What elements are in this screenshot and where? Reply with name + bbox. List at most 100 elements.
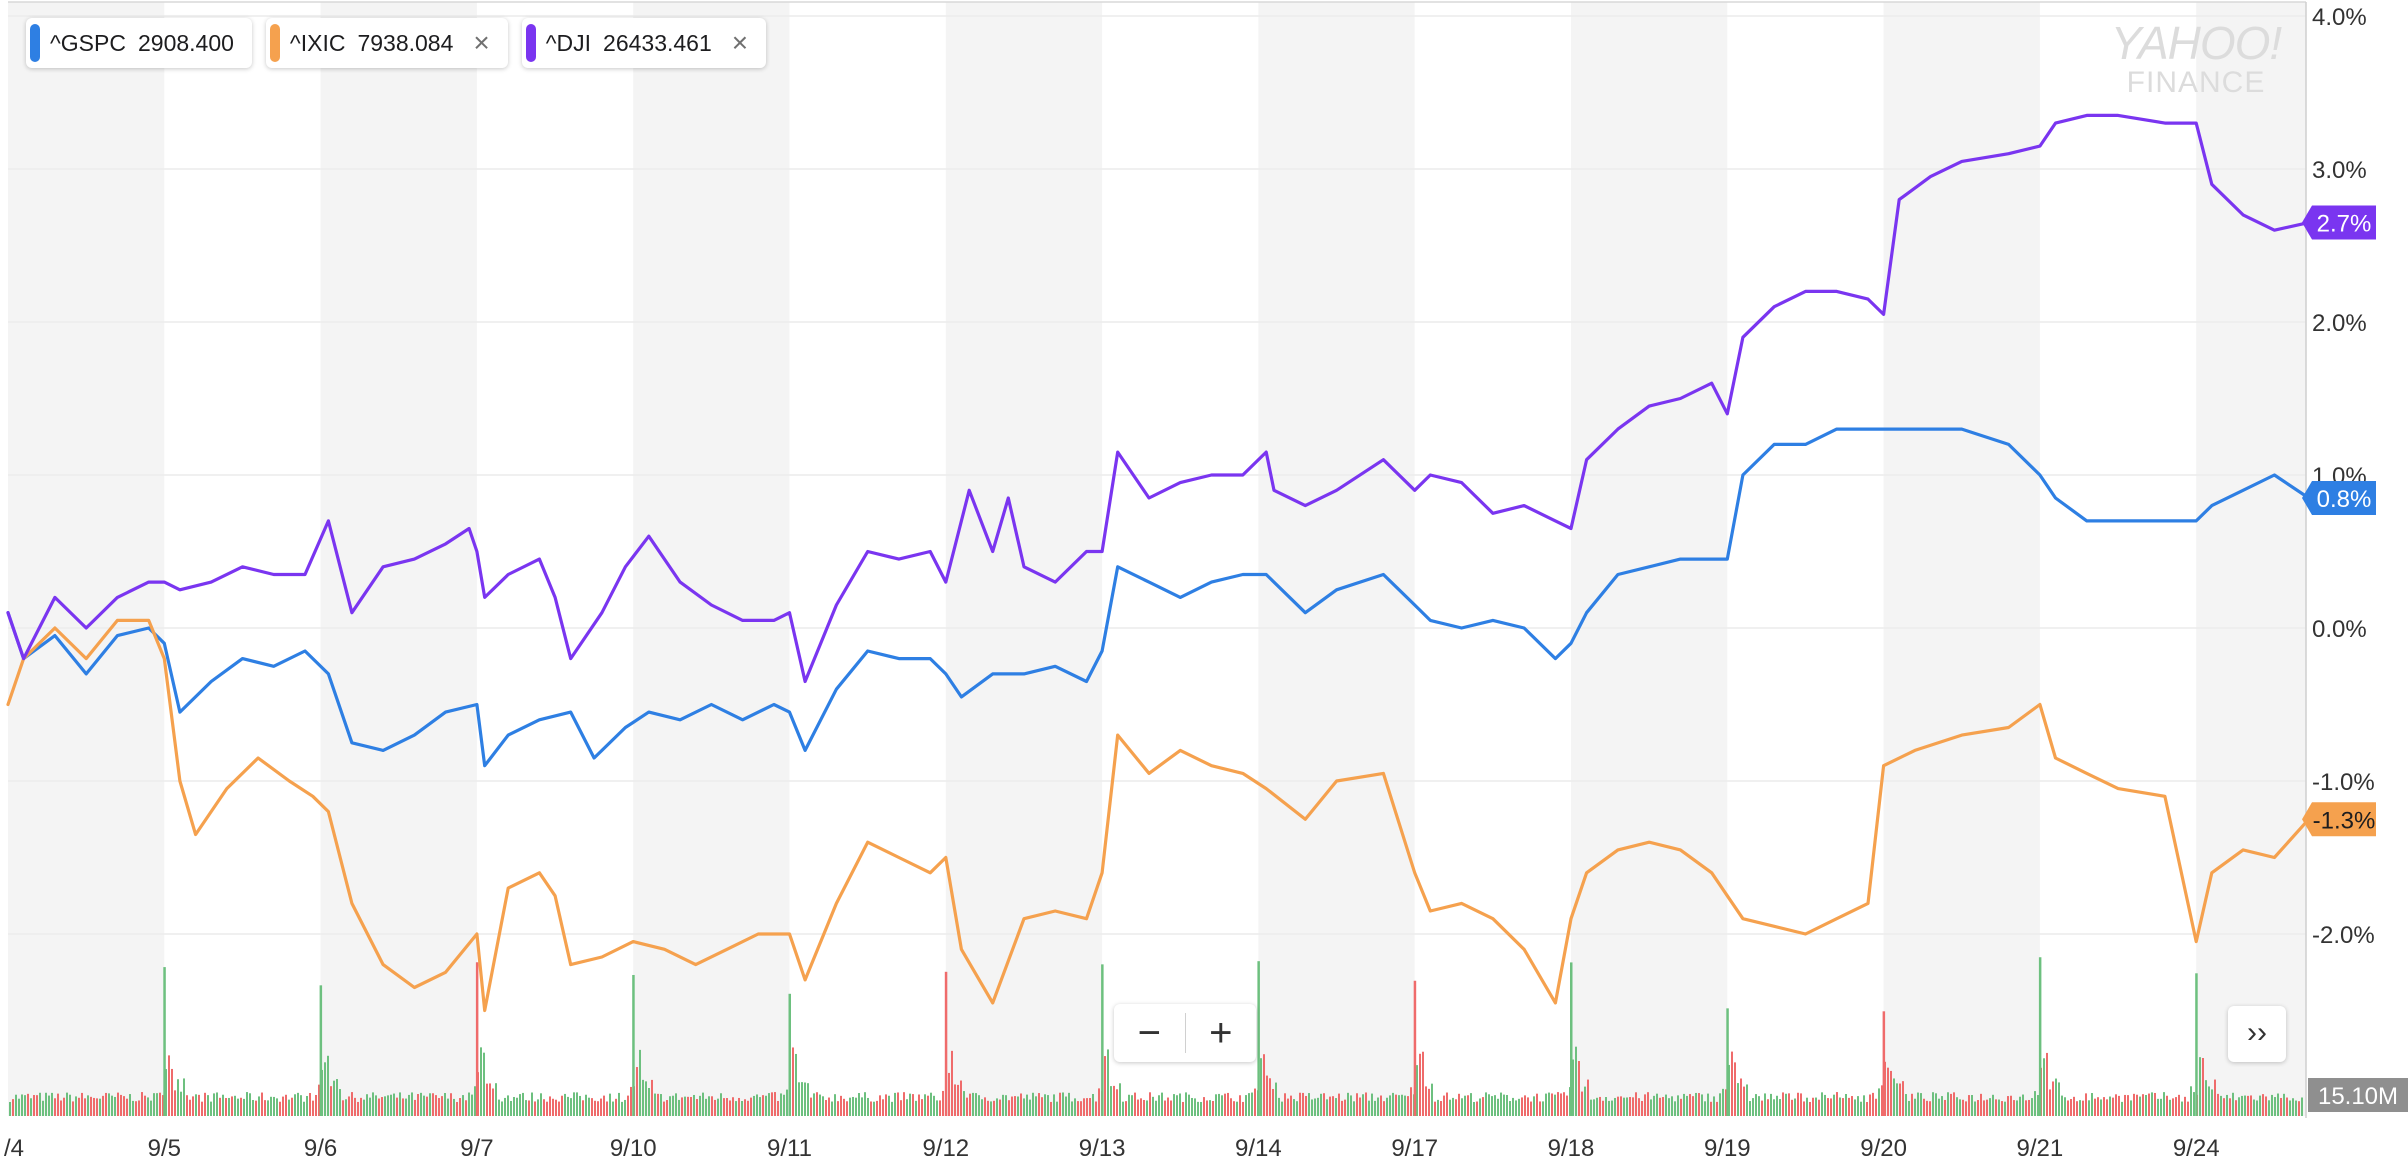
volume-bar: [402, 1098, 404, 1116]
volume-bar: [1800, 1093, 1802, 1116]
volume-bar: [495, 1083, 497, 1116]
volume-bar: [1560, 1093, 1562, 1116]
volume-bar: [198, 1094, 200, 1116]
volume-bar: [1734, 1062, 1736, 1116]
volume-bar: [2025, 1100, 2027, 1116]
volume-bar: [345, 1099, 347, 1116]
volume-bar: [1953, 1092, 1955, 1116]
volume-bar: [1755, 1094, 1757, 1116]
volume-bar: [2100, 1099, 2102, 1116]
x-tick-label: 9/7: [460, 1135, 493, 1162]
volume-bar: [1737, 1083, 1739, 1116]
volume-bar: [18, 1098, 20, 1116]
volume-bar: [318, 1084, 320, 1116]
volume-bar: [1104, 1056, 1106, 1116]
volume-bar: [84, 1098, 86, 1116]
volume-bar: [30, 1098, 32, 1116]
volume-bar: [1302, 1092, 1304, 1116]
volume-bar: [1083, 1098, 1085, 1116]
volume-bar: [1653, 1095, 1655, 1116]
volume-spike: [1882, 1011, 1886, 1116]
volume-bar: [1605, 1097, 1607, 1116]
volume-bar: [375, 1095, 377, 1116]
volume-bar: [264, 1100, 266, 1116]
remove-dji-close-icon[interactable]: ×: [731, 27, 749, 58]
volume-bar: [387, 1095, 389, 1116]
volume-bar: [1197, 1101, 1199, 1116]
volume-bar: [1725, 1089, 1727, 1116]
volume-bar: [1452, 1097, 1454, 1116]
volume-bar: [1107, 1049, 1109, 1116]
volume-bar: [1260, 1058, 1262, 1116]
volume-bar: [1140, 1098, 1142, 1116]
volume-bar: [294, 1094, 296, 1116]
series-line-dji[interactable]: [6, 113, 2311, 684]
volume-bar: [1311, 1099, 1313, 1116]
series-line-ixic[interactable]: [6, 618, 2311, 1013]
volume-bar: [243, 1098, 245, 1116]
volume-bar: [867, 1097, 869, 1116]
volume-bar: [255, 1100, 257, 1116]
volume-bar: [2256, 1100, 2258, 1116]
volume-bar: [750, 1097, 752, 1116]
volume-bar: [1704, 1101, 1706, 1116]
legend-chip-ixic[interactable]: ^IXIC 7938.084 ×: [265, 18, 508, 68]
volume-bar: [2097, 1097, 2099, 1116]
badge-label: 0.8%: [2317, 486, 2372, 513]
volume-bar: [540, 1093, 542, 1116]
volume-bar: [585, 1094, 587, 1116]
volume-bar: [2019, 1096, 2021, 1116]
volume-bar: [1872, 1092, 1874, 1116]
legend-chip-gspc[interactable]: ^GSPC 2908.400: [26, 18, 252, 68]
volume-bar: [1827, 1098, 1829, 1116]
volume-bar: [504, 1097, 506, 1116]
volume-bar: [1692, 1096, 1694, 1116]
volume-bar: [90, 1096, 92, 1116]
volume-bar: [1701, 1094, 1703, 1116]
volume-bar: [123, 1096, 125, 1116]
volume-bar: [432, 1093, 434, 1116]
volume-bar: [246, 1092, 248, 1116]
volume-bar: [840, 1095, 842, 1116]
legend-chip-dji[interactable]: ^DJI 26433.461 ×: [521, 18, 767, 68]
volume-bar: [1071, 1101, 1073, 1116]
series-line-gspc[interactable]: [6, 427, 2311, 768]
volume-bar: [702, 1092, 704, 1116]
volume-bar: [2274, 1097, 2276, 1116]
volume-bar: [969, 1093, 971, 1116]
volume-bar: [1548, 1092, 1550, 1116]
volume-spike: [944, 971, 948, 1116]
volume-bar: [975, 1093, 977, 1116]
expand-chart-button[interactable]: ››: [2228, 1006, 2286, 1062]
volume-bar: [2268, 1100, 2270, 1116]
volume-bar: [1155, 1100, 1157, 1116]
volume-bar: [951, 1050, 953, 1116]
legend-symbol: ^IXIC: [289, 29, 346, 56]
volume-bar: [1923, 1098, 1925, 1116]
volume-bar: [1392, 1092, 1394, 1116]
volume-bar: [849, 1097, 851, 1116]
volume-bar: [102, 1095, 104, 1116]
volume-bar: [999, 1099, 1001, 1116]
zoom-in-button[interactable]: +: [1209, 1011, 1233, 1055]
day-band: [8, 2, 165, 1116]
volume-bar: [864, 1092, 866, 1116]
volume-bar: [1407, 1096, 1409, 1116]
volume-bar: [357, 1101, 359, 1116]
volume-bar: [1752, 1098, 1754, 1116]
volume-bar: [1602, 1100, 1604, 1116]
volume-bar: [2109, 1096, 2111, 1116]
volume-bar: [165, 1069, 167, 1116]
volume-bar: [27, 1093, 29, 1116]
zoom-out-button[interactable]: −: [1137, 1011, 1161, 1055]
volume-bar: [888, 1095, 890, 1116]
price-series[interactable]: [6, 113, 2311, 1013]
volume-bar: [645, 1081, 647, 1116]
remove-ixic-close-icon[interactable]: ×: [473, 27, 490, 58]
volume-bar: [642, 1079, 644, 1116]
volume-bar: [1698, 1093, 1700, 1116]
volume-bar: [939, 1100, 941, 1116]
volume-bar: [2013, 1100, 2015, 1116]
volume-bar: [1731, 1051, 1733, 1116]
